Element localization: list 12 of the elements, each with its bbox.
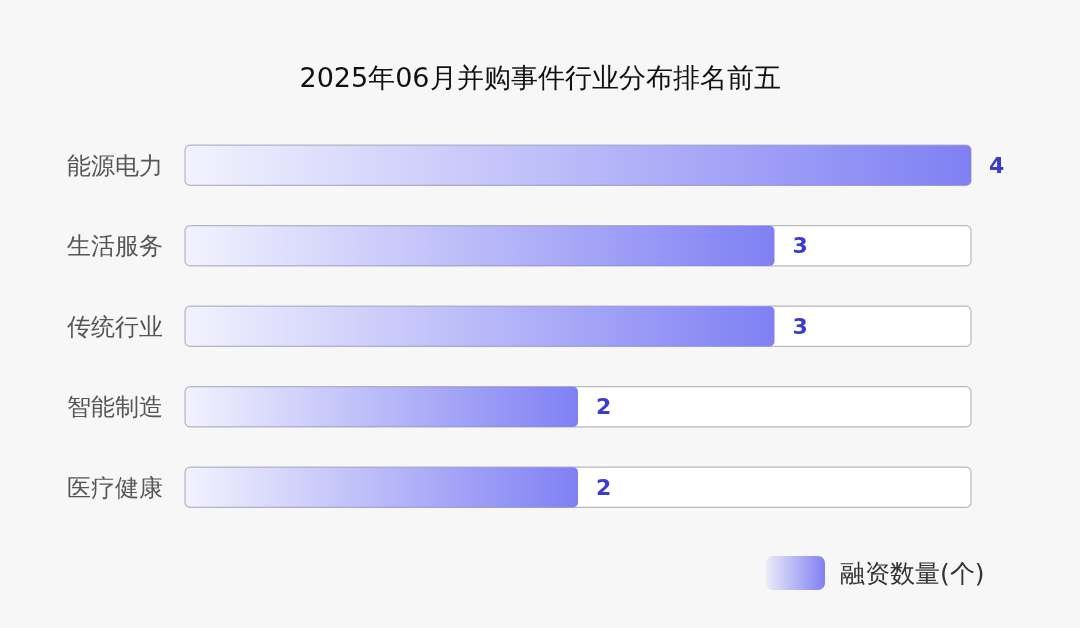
chart-title: 2025年06月并购事件行业分布排名前五 <box>299 62 781 93</box>
y-tick-label: 传统行业 <box>67 312 163 341</box>
y-tick-label: 智能制造 <box>67 393 163 422</box>
y-tick-label: 能源电力 <box>67 151 163 180</box>
legend-label: 融资数量(个) <box>840 558 985 588</box>
data-label: 2 <box>596 474 612 500</box>
data-label: 3 <box>792 313 808 339</box>
data-label: 4 <box>989 152 1005 178</box>
data-label: 3 <box>792 233 808 259</box>
y-tick-label: 医疗健康 <box>67 473 163 502</box>
data-label: 2 <box>596 394 612 420</box>
y-tick-label: 生活服务 <box>67 232 163 261</box>
